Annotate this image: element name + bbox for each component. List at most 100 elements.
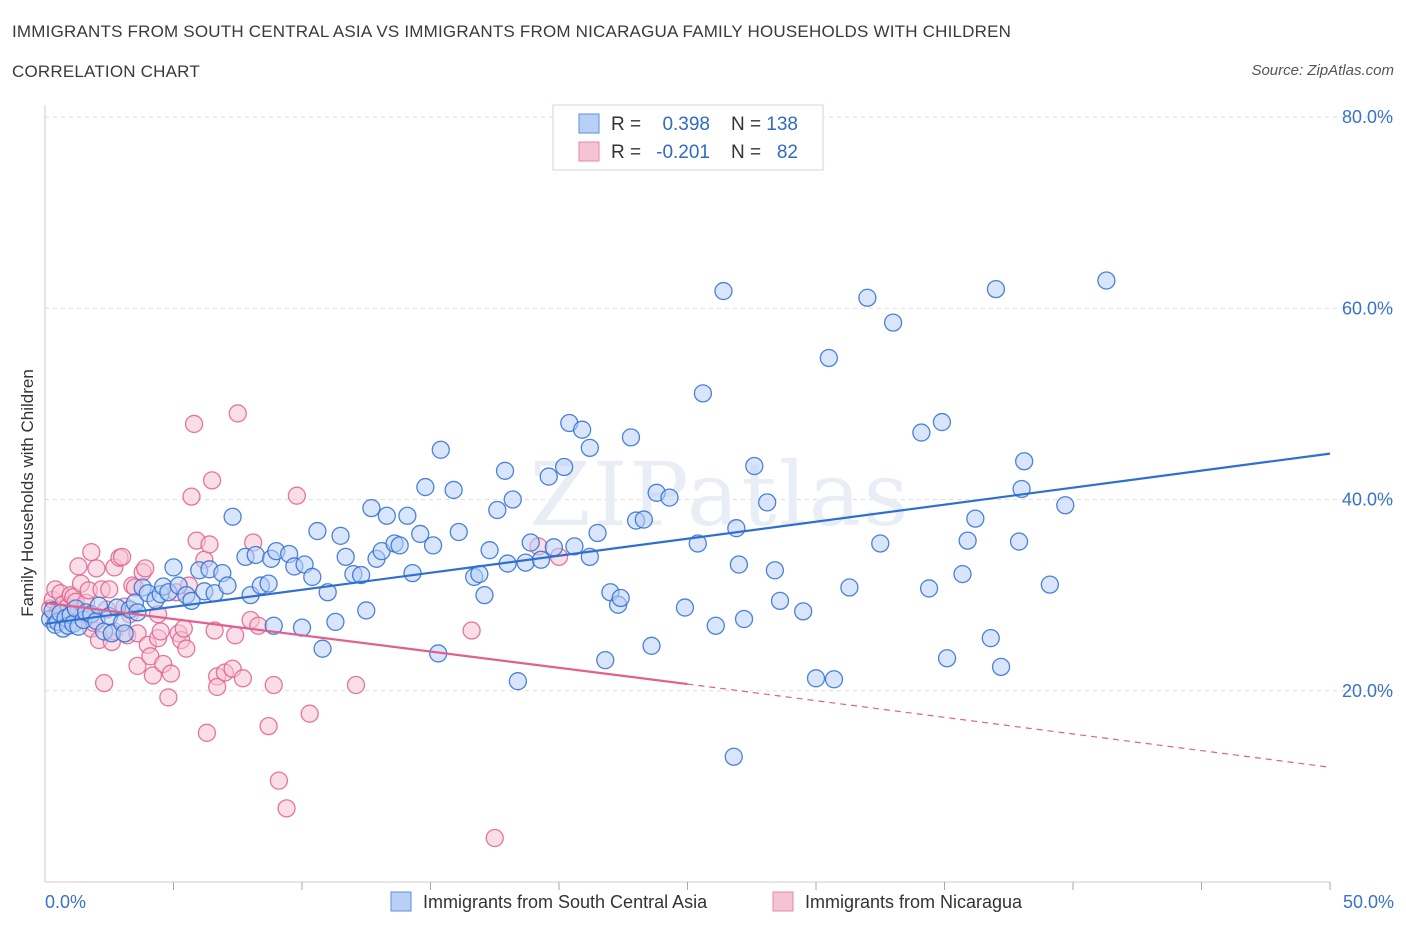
- data-point-south-central-asia: [765, 561, 785, 580]
- data-point-south-central-asia: [953, 564, 972, 584]
- data-point-south-central-asia: [937, 649, 957, 668]
- data-point-south-central-asia: [411, 524, 430, 544]
- data-point-south-central-asia: [351, 565, 371, 585]
- data-point-south-central-asia: [115, 624, 134, 643]
- data-point-south-central-asia: [521, 533, 540, 552]
- legend-swatch-blue: [578, 113, 600, 134]
- data-point-south-central-asia: [264, 616, 283, 635]
- data-point-south-central-asia: [475, 585, 494, 605]
- data-point-south-central-asia: [1097, 271, 1116, 290]
- data-point-south-central-asia: [919, 579, 939, 598]
- data-point-nicaragua: [112, 547, 132, 567]
- data-point-south-central-asia: [423, 536, 443, 555]
- data-point-south-central-asia: [516, 553, 535, 572]
- data-point-south-central-asia: [416, 477, 435, 497]
- data-point-south-central-asia: [218, 576, 237, 595]
- data-point-nicaragua: [259, 716, 278, 736]
- data-point-nicaragua: [197, 723, 217, 742]
- x-tick-label-max: 50.0%: [1343, 892, 1394, 912]
- data-point-south-central-asia: [377, 506, 396, 525]
- data-point-south-central-asia: [912, 423, 931, 442]
- data-point-south-central-asia: [362, 498, 381, 518]
- data-point-nicaragua: [277, 799, 296, 818]
- trend-line-south-central-asia: [44, 452, 1331, 625]
- y-tick-labels: 20.0% 40.0% 60.0% 80.0%: [1342, 107, 1393, 701]
- data-point-nicaragua: [184, 414, 204, 434]
- trend-line-nicaragua-extrapolated: [687, 683, 1331, 768]
- data-point-nicaragua: [69, 557, 88, 576]
- data-point-south-central-asia: [398, 506, 417, 525]
- trend-lines: [44, 452, 1331, 768]
- data-point-south-central-asia: [539, 467, 558, 486]
- data-point-nicaragua: [182, 487, 201, 506]
- data-point-south-central-asia: [871, 534, 890, 553]
- data-point-south-central-asia: [488, 500, 507, 520]
- data-point-south-central-asia: [580, 438, 599, 458]
- bottom-legend-swatch-pink: [772, 891, 794, 912]
- data-point-south-central-asia: [966, 509, 985, 528]
- data-point-south-central-asia: [727, 519, 746, 538]
- data-point-south-central-asia: [806, 669, 826, 688]
- data-point-south-central-asia: [554, 457, 574, 477]
- data-point-south-central-asia: [223, 507, 242, 526]
- data-point-nicaragua: [128, 656, 147, 676]
- data-point-nicaragua: [249, 616, 268, 635]
- chart-subtitle: CORRELATION CHART: [12, 62, 200, 81]
- legend-r-label-pink: R =: [611, 142, 641, 163]
- data-point-south-central-asia: [745, 456, 764, 476]
- data-point-south-central-asia: [660, 488, 679, 507]
- data-point-south-central-asia: [729, 555, 749, 574]
- data-point-south-central-asia: [572, 420, 592, 439]
- data-point-nicaragua: [462, 621, 481, 640]
- data-point-south-central-asia: [164, 558, 183, 577]
- data-point-nicaragua: [228, 404, 247, 423]
- data-point-nicaragua: [346, 675, 366, 695]
- y-tick-label-60: 60.0%: [1342, 298, 1393, 318]
- data-point-south-central-asia: [1056, 496, 1075, 515]
- gridlines: [45, 116, 1395, 692]
- data-point-nicaragua: [264, 675, 283, 695]
- legend-n-value-blue: 138: [766, 114, 798, 135]
- data-point-south-central-asia: [824, 670, 844, 689]
- data-point-south-central-asia: [932, 412, 952, 432]
- data-point-nicaragua: [143, 666, 163, 685]
- data-point-south-central-asia: [858, 288, 877, 307]
- data-point-south-central-asia: [431, 440, 450, 459]
- data-point-nicaragua: [485, 828, 504, 848]
- data-point-south-central-asia: [449, 522, 468, 542]
- data-point-south-central-asia: [588, 523, 607, 543]
- data-point-nicaragua: [287, 486, 307, 505]
- data-point-south-central-asia: [495, 461, 515, 480]
- data-point-south-central-asia: [596, 651, 615, 670]
- legend-box: R = 0.398 N = 138 R = -0.201 N = 82: [552, 104, 824, 171]
- data-point-south-central-asia: [357, 601, 376, 620]
- data-point-nicaragua: [151, 622, 170, 641]
- data-point-south-central-asia: [259, 574, 278, 593]
- data-point-south-central-asia: [642, 636, 661, 655]
- legend-r-value-blue: 0.398: [662, 114, 710, 135]
- data-point-south-central-asia: [544, 538, 564, 557]
- data-point-south-central-asia: [313, 639, 332, 658]
- data-point-south-central-asia: [714, 281, 733, 301]
- legend-swatch-pink: [578, 141, 600, 162]
- bottom-legend-label-pink: Immigrants from Nicaragua: [805, 892, 1023, 912]
- data-point-nicaragua: [177, 639, 196, 658]
- source-credit: Source: ZipAtlas.com: [1251, 62, 1394, 79]
- data-point-nicaragua: [82, 542, 101, 562]
- data-point-south-central-asia: [308, 521, 327, 541]
- bottom-legend: Immigrants from South Central Asia Immig…: [390, 891, 1023, 912]
- data-point-nicaragua: [87, 559, 106, 578]
- data-point-south-central-asia: [724, 747, 743, 766]
- data-point-south-central-asia: [991, 657, 1011, 676]
- x-tick-marks: [173, 882, 1331, 890]
- data-point-nicaragua: [174, 619, 193, 638]
- data-point-south-central-asia: [734, 609, 754, 629]
- data-point-south-central-asia: [444, 480, 463, 500]
- watermark: ZIPatlas: [530, 443, 911, 546]
- data-point-nicaragua: [94, 673, 114, 693]
- x-tick-label-min: 0.0%: [45, 892, 86, 912]
- data-point-south-central-asia: [758, 493, 777, 512]
- data-point-nicaragua: [300, 704, 319, 723]
- data-point-nicaragua: [226, 626, 245, 645]
- legend-r-label-blue: R =: [611, 114, 641, 135]
